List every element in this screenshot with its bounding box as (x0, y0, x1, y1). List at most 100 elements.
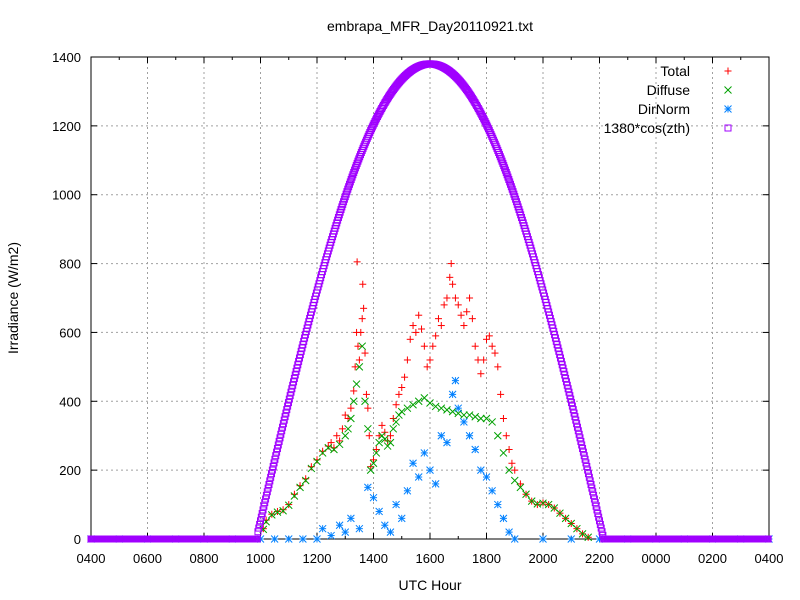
data-point (276, 434, 284, 442)
data-point (573, 420, 581, 428)
data-point (355, 524, 364, 533)
data-point (598, 528, 606, 536)
y-tick-label: 200 (59, 463, 81, 478)
data-point (350, 387, 358, 395)
data-point (254, 528, 262, 536)
data-point (299, 535, 307, 543)
data-point (409, 459, 417, 468)
data-point (354, 342, 362, 350)
data-point (363, 483, 372, 492)
data-point (335, 521, 344, 530)
data-point (267, 473, 275, 481)
data-point (302, 475, 310, 483)
data-point (282, 409, 290, 417)
data-point (296, 483, 304, 492)
data-point (508, 185, 516, 193)
data-point (505, 466, 513, 474)
data-point (361, 349, 369, 357)
data-point (420, 449, 429, 457)
data-point (575, 430, 583, 438)
y-axis: 0 200 400 600 800 1000 1200 1400 (52, 50, 769, 547)
data-point (505, 528, 513, 536)
data-point (313, 535, 321, 543)
data-point (284, 501, 293, 510)
data-point (414, 397, 423, 406)
data-point (508, 459, 516, 467)
data-point (476, 466, 485, 474)
data-point (392, 401, 400, 409)
data-point (290, 492, 299, 500)
data-point (278, 427, 286, 435)
data-point (355, 356, 363, 364)
data-point (370, 456, 377, 464)
data-point (506, 178, 514, 186)
data-point (347, 514, 355, 523)
legend-label: Diffuse (647, 82, 691, 98)
data-point (262, 495, 270, 503)
data-point (364, 404, 372, 412)
data-point (443, 406, 451, 414)
series-1380*cos(zth) (87, 60, 772, 543)
data-point (596, 517, 603, 525)
data-point (406, 335, 414, 343)
data-point (522, 490, 530, 499)
data-point (477, 370, 485, 378)
data-point (576, 434, 584, 442)
data-point (764, 535, 772, 543)
data-point (271, 455, 279, 463)
data-point (360, 304, 368, 312)
data-point (426, 356, 434, 364)
data-point (502, 432, 510, 440)
data-point (403, 404, 412, 413)
series-Diffuse (259, 342, 593, 542)
x-tick-label: 1400 (359, 551, 388, 566)
y-tick-label: 400 (59, 394, 81, 409)
data-point (465, 431, 474, 440)
y-tick-label: 600 (59, 325, 81, 340)
data-point (501, 164, 509, 172)
data-point (351, 164, 359, 172)
x-axis: 0400 0600 0800 1000 1200 1400 1600 1800 2000 2200… (77, 57, 784, 566)
data-point (485, 332, 493, 340)
data-point (369, 459, 378, 468)
data-point (493, 431, 502, 440)
data-point (544, 500, 553, 509)
data-point (280, 416, 288, 424)
data-point (313, 457, 321, 466)
data-point (345, 180, 353, 188)
data-point (290, 490, 298, 498)
x-tick-label: 1000 (246, 551, 275, 566)
data-point (480, 356, 488, 364)
data-point (494, 363, 502, 371)
data-point (270, 535, 279, 543)
data-point (426, 466, 434, 474)
data-point (448, 407, 457, 416)
data-point (347, 175, 355, 183)
data-point (497, 155, 505, 163)
chart-title: embrapa_MFR_Day20110921.txt (327, 18, 533, 34)
data-point (268, 466, 276, 474)
data-point (275, 437, 283, 445)
legend: Total Diffuse DirNorm 1380*cos(zth) (604, 63, 732, 136)
data-point (267, 511, 276, 519)
data-point (335, 440, 344, 449)
data-point (344, 185, 352, 193)
data-point (409, 400, 417, 409)
data-point (253, 535, 261, 543)
data-point (511, 466, 519, 474)
data-point (347, 404, 355, 412)
x-tick-label: 0000 (642, 551, 671, 566)
x-tick-label: 2200 (585, 551, 614, 566)
data-point (509, 188, 517, 196)
data-point (327, 531, 335, 540)
data-point (510, 476, 519, 485)
data-point (582, 459, 590, 467)
data-point (507, 180, 515, 188)
data-point (357, 328, 365, 336)
data-point (503, 171, 511, 179)
data-point (482, 414, 491, 423)
data-point (431, 480, 440, 488)
data-point (284, 535, 293, 543)
data-point (457, 311, 465, 319)
x-tick-label: 0400 (755, 551, 784, 566)
